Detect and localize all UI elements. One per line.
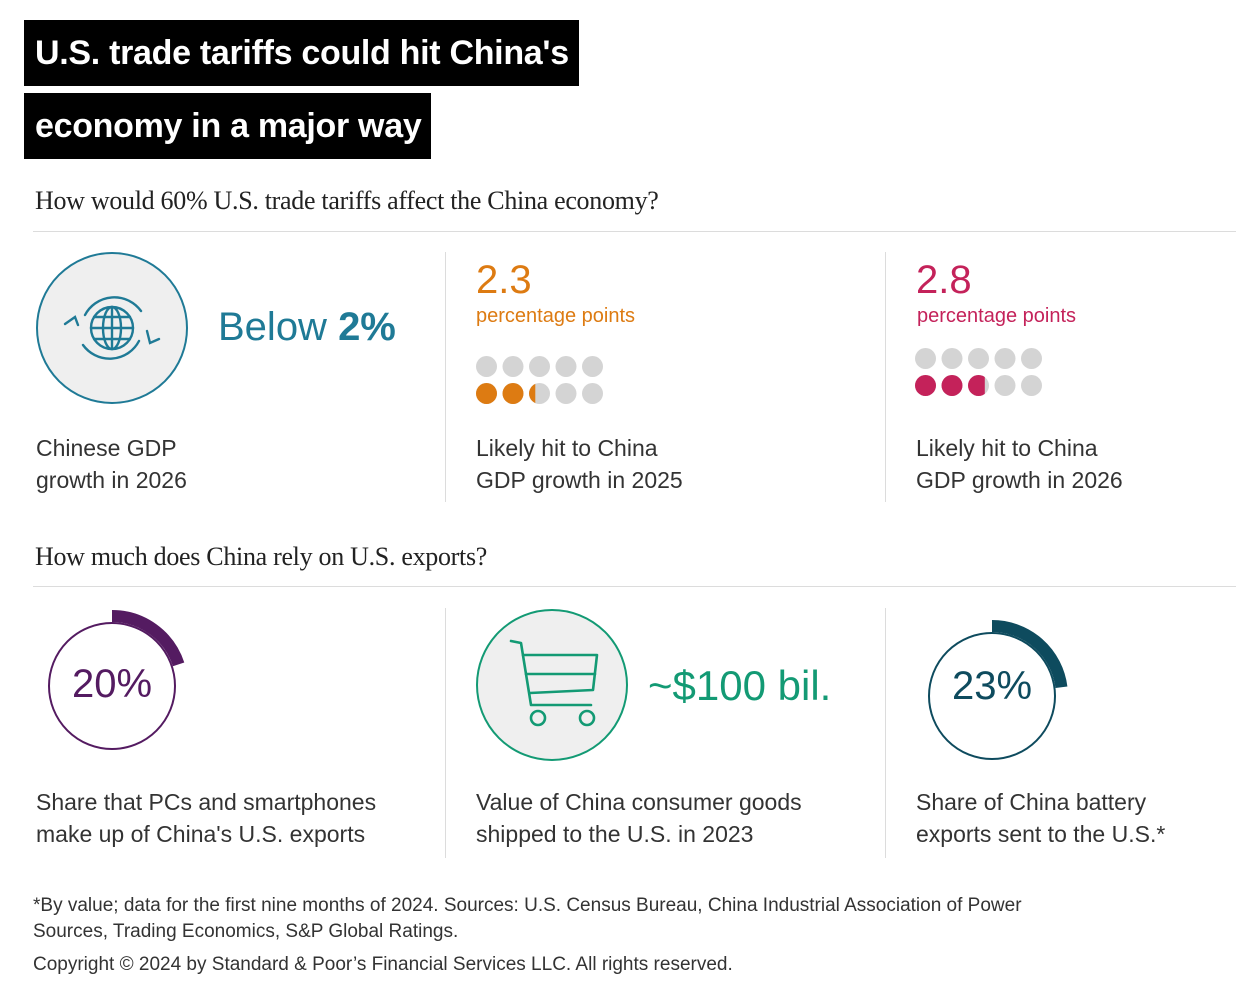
dot-filled xyxy=(529,383,536,404)
footnote-line: *By value; data for the first nine month… xyxy=(33,895,1022,916)
dot-empty xyxy=(915,348,936,369)
caption-hit-2026: Likely hit to China GDP growth in 2026 xyxy=(916,432,1123,496)
shopping-cart-icon xyxy=(476,609,628,761)
dot-filled xyxy=(476,383,497,404)
caption-line: Likely hit to China xyxy=(916,435,1098,461)
share-ring-battery xyxy=(928,620,1068,760)
section2-divider xyxy=(33,586,1236,587)
hit-2025-value: 2.3 xyxy=(476,258,532,302)
dot-empty xyxy=(529,356,550,377)
footnote: *By value; data for the first nine month… xyxy=(33,893,1022,945)
section2-heading: How much does China rely on U.S. exports… xyxy=(35,542,488,571)
caption-line: Value of China consumer goods xyxy=(476,789,802,815)
dot-grid-2026 xyxy=(915,348,1042,396)
dot-empty xyxy=(582,383,603,404)
dot-empty xyxy=(582,356,603,377)
footnote-line: Sources, Trading Economics, S&P Global R… xyxy=(33,921,459,942)
caption-pcs: Share that PCs and smartphones make up o… xyxy=(36,786,376,850)
section1-divider xyxy=(33,231,1236,232)
globe-rotate-icon xyxy=(36,252,188,404)
caption-gdp-2026: Chinese GDP growth in 2026 xyxy=(36,432,187,496)
dot-filled xyxy=(941,375,963,396)
gdp-growth-value: Below 2% xyxy=(218,305,396,350)
consumer-goods-value: ~$100 bil. xyxy=(648,662,832,709)
dot-empty xyxy=(502,356,524,377)
hit-2026-value: 2.8 xyxy=(916,258,972,302)
title-line-2: economy in a major way xyxy=(24,93,432,159)
caption-consumer-goods: Value of China consumer goods shipped to… xyxy=(476,786,802,850)
share-ring-pcs xyxy=(48,610,185,750)
dot-empty xyxy=(1021,348,1042,369)
dot-filled xyxy=(915,375,936,396)
column-divider xyxy=(445,608,446,858)
copyright: Copyright © 2024 by Standard & Poor’s Fi… xyxy=(33,954,733,975)
caption-hit-2025: Likely hit to China GDP growth in 2025 xyxy=(476,432,683,496)
caption-line: Share that PCs and smartphones xyxy=(36,789,377,815)
title-line-1: U.S. trade tariffs could hit China's xyxy=(24,20,579,86)
hit-2026-unit: percentage points xyxy=(917,305,1077,327)
dot-empty xyxy=(555,383,577,404)
dot-grid-2025 xyxy=(476,356,603,404)
dot-empty xyxy=(994,348,1016,369)
caption-line: Likely hit to China xyxy=(476,435,658,461)
battery-share-value: 23% xyxy=(951,664,1033,708)
ring-share-arc xyxy=(111,610,185,667)
dot-filled xyxy=(502,383,524,404)
pcs-share-value: 20% xyxy=(71,662,153,706)
value-prefix: Below xyxy=(218,305,339,349)
column-divider xyxy=(445,252,446,502)
caption-line: Share of China battery xyxy=(916,789,1147,815)
caption-line: GDP growth in 2026 xyxy=(916,467,1123,493)
value-bold: 2% xyxy=(338,305,396,349)
dot-empty xyxy=(1021,375,1042,396)
dot-empty xyxy=(941,348,963,369)
column-divider xyxy=(885,608,886,858)
dot-filled xyxy=(968,375,985,396)
dot-empty xyxy=(994,375,1016,396)
dot-empty xyxy=(476,356,497,377)
caption-line: GDP growth in 2025 xyxy=(476,467,683,493)
caption-battery: Share of China battery exports sent to t… xyxy=(916,786,1165,850)
caption-line: shipped to the U.S. in 2023 xyxy=(476,821,754,847)
dot-empty xyxy=(555,356,577,377)
dot-empty xyxy=(968,348,989,369)
hit-2025-unit: percentage points xyxy=(476,305,636,327)
caption-line: Chinese GDP xyxy=(36,435,177,461)
column-divider xyxy=(885,252,886,502)
section1-heading: How would 60% U.S. trade tariffs affect … xyxy=(35,186,659,215)
ring-share-arc xyxy=(991,620,1068,689)
ring-outline xyxy=(928,632,1056,760)
ring-outline xyxy=(48,622,176,750)
caption-line: make up of China's U.S. exports xyxy=(36,821,366,847)
caption-line: growth in 2026 xyxy=(36,467,187,493)
caption-line: exports sent to the U.S.* xyxy=(916,821,1166,847)
